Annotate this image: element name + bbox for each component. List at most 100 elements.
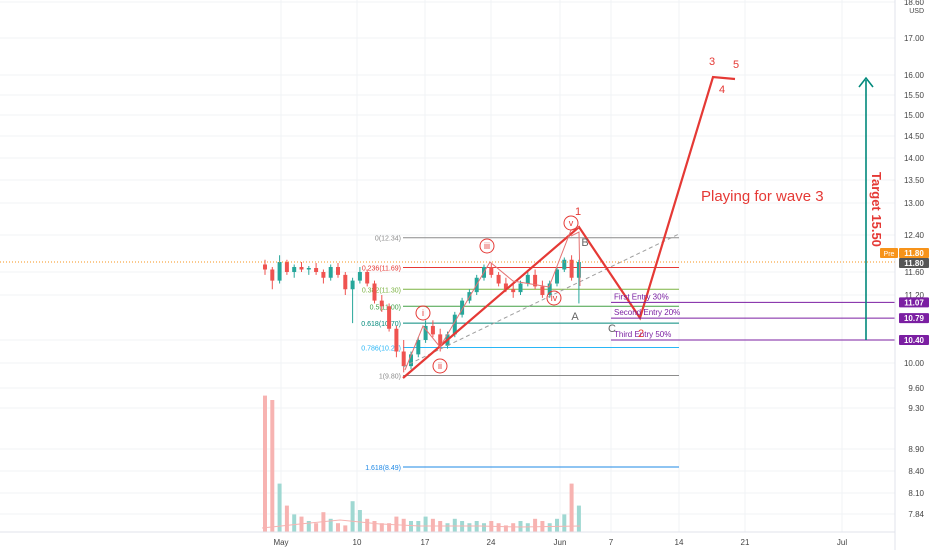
- pre-badge-text: Pre: [884, 251, 895, 258]
- price-badge-text: 10.79: [904, 314, 925, 323]
- candle-body: [540, 286, 545, 295]
- candle-body: [372, 283, 377, 301]
- volume-bar: [452, 518, 457, 532]
- price-tick-label: 15.50: [904, 91, 925, 100]
- volume-bar: [525, 523, 530, 532]
- volume-bar: [482, 523, 486, 532]
- volume-bar: [365, 518, 370, 532]
- price-badge: [899, 335, 929, 345]
- candle-body: [387, 306, 392, 329]
- candle-body: [299, 267, 304, 270]
- candle-body: [314, 268, 319, 272]
- price-badge: [899, 248, 929, 258]
- wave-circle: [546, 290, 562, 306]
- candle-body: [511, 289, 516, 293]
- volume-bar: [350, 501, 355, 532]
- fib-label: 1.618(8.49): [365, 465, 401, 472]
- candle-body: [409, 354, 413, 367]
- volume-bar: [409, 521, 413, 532]
- currency-label: USD: [909, 8, 924, 15]
- volume-bar: [445, 523, 450, 532]
- trend-channel-line: [402, 233, 680, 368]
- wave-label-circled: v: [569, 218, 574, 228]
- volume-bar: [503, 525, 508, 532]
- volume-bar: [284, 505, 289, 532]
- candle-body: [292, 267, 297, 272]
- candle-body: [379, 300, 384, 307]
- wave-circle: [479, 238, 495, 254]
- price-tick-label: 14.00: [904, 154, 925, 163]
- volume-bar: [387, 523, 392, 532]
- candle-body: [555, 269, 559, 284]
- price-badge: [899, 258, 929, 268]
- price-tick-label: 9.60: [908, 384, 924, 393]
- candle-body: [518, 283, 523, 293]
- price-tick-label: 14.50: [904, 132, 925, 141]
- target-arrow-head: [858, 76, 874, 88]
- volume-bar: [569, 483, 574, 532]
- candle-body: [306, 268, 311, 270]
- volume-bar: [496, 523, 501, 532]
- candle-body: [328, 267, 333, 278]
- volume-bar: [314, 523, 319, 532]
- wave-label-impulse: 4: [719, 84, 725, 96]
- target-text: Target 15.50: [869, 172, 884, 247]
- candle-body: [263, 264, 267, 270]
- volume-bar: [343, 525, 348, 532]
- entry-label: Second Entry 20%: [614, 308, 680, 317]
- wave-label-circled: iv: [551, 293, 558, 303]
- candle-body: [321, 272, 326, 278]
- price-tick-label: 11.60: [905, 268, 925, 277]
- price-tick-label: 10.00: [904, 359, 925, 368]
- price-badge-text: 11.07: [904, 298, 924, 307]
- volume-bar: [555, 518, 559, 532]
- wave-label-circled: i: [422, 308, 424, 318]
- volume-bar: [394, 516, 399, 532]
- candle-body: [394, 328, 399, 352]
- date-tick-label: Jul: [837, 538, 847, 547]
- wave-circle: [432, 358, 448, 374]
- volume-bar: [372, 521, 377, 532]
- wave-label-circled: iii: [484, 241, 490, 251]
- fib-label: 0.382(11.30): [362, 287, 401, 294]
- wave-circle: [415, 305, 431, 321]
- fib-label: 0.5(11.00): [370, 304, 401, 311]
- price-tick-label: 8.40: [908, 467, 924, 476]
- candle-body: [284, 262, 289, 272]
- price-tick-label: 9.30: [908, 404, 924, 413]
- candle-body: [503, 283, 508, 290]
- volume-bar: [416, 521, 421, 532]
- candle-body: [430, 325, 435, 335]
- volume-bar: [533, 518, 538, 532]
- candle-body: [357, 272, 362, 281]
- date-tick-label: 14: [675, 538, 684, 547]
- price-badge: [899, 297, 929, 308]
- pre-badge: [880, 248, 898, 258]
- volume-bar: [292, 514, 297, 532]
- volume-bar: [430, 518, 435, 532]
- price-tick-label: 13.00: [904, 199, 925, 208]
- candle-body: [350, 280, 355, 290]
- candle-body: [365, 272, 370, 284]
- volume-bar: [576, 505, 581, 532]
- fib-label: 0.786(10.27): [361, 345, 401, 352]
- fib-label: 0.236(11.69): [362, 266, 401, 273]
- volume-bar: [306, 521, 311, 532]
- candle-body: [423, 325, 428, 340]
- entry-label: Third Entry 50%: [614, 330, 671, 339]
- wave-label-circled: ii: [438, 361, 442, 371]
- date-tick-label: 7: [609, 538, 614, 547]
- candle-body: [343, 274, 348, 290]
- candle-body: [547, 283, 552, 295]
- date-tick-label: 10: [353, 538, 362, 547]
- price-tick-label: 11.20: [905, 291, 925, 300]
- wave-label-2: 2: [638, 328, 644, 340]
- price-badge-text: 10.40: [904, 336, 925, 345]
- price-tick-label: 16.00: [904, 71, 925, 80]
- volume-bar: [467, 523, 472, 532]
- date-tick-label: 17: [421, 538, 430, 547]
- volume-bar: [328, 518, 333, 532]
- price-tick-label: 8.10: [908, 489, 924, 498]
- price-badge-text: 11.80: [904, 259, 924, 268]
